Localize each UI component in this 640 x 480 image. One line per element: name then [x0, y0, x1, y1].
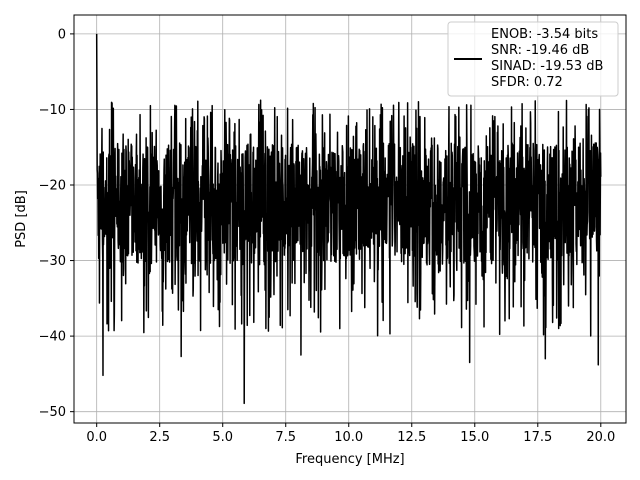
legend: ENOB: -3.54 bits SNR: -19.46 dB SINAD: -19… — [447, 21, 619, 97]
x-tick-label: 5.0 — [212, 430, 233, 445]
y-tick-label: −30 — [39, 254, 66, 269]
legend-box — [447, 21, 619, 97]
legend-line: SINAD: -19.53 dB — [491, 59, 603, 74]
legend-line: SFDR: 0.72 — [491, 75, 563, 90]
psd-series-line — [95, 33, 602, 405]
x-tick-label: 20.0 — [586, 430, 615, 445]
x-axis: 0.0 2.5 5.0 7.5 10.0 12.5 15.0 17.5 20.0 — [86, 423, 615, 445]
x-tick-label: 2.5 — [149, 430, 170, 445]
y-tick-label: −40 — [39, 330, 66, 345]
x-tick-label: 17.5 — [523, 430, 552, 445]
series-layer — [95, 33, 602, 405]
x-tick-label: 12.5 — [397, 430, 426, 445]
x-tick-label: 0.0 — [86, 430, 107, 445]
x-tick-label: 15.0 — [460, 430, 489, 445]
y-axis: 0 −10 −20 −30 −40 −50 — [39, 27, 74, 420]
x-axis-label: Frequency [MHz] — [295, 452, 404, 467]
y-tick-label: −50 — [39, 405, 66, 420]
legend-line: SNR: -19.46 dB — [491, 43, 589, 58]
y-tick-label: −20 — [39, 179, 66, 194]
y-tick-label: −10 — [39, 103, 66, 118]
plot-frame — [73, 14, 627, 424]
y-axis-label: PSD [dB] — [14, 190, 29, 248]
y-tick-label: 0 — [58, 27, 66, 42]
legend-line: ENOB: -3.54 bits — [491, 27, 598, 42]
legend-entry: ENOB: -3.54 bits SNR: -19.46 dB SINAD: -19… — [491, 27, 603, 90]
x-tick-label: 10.0 — [334, 430, 363, 445]
x-tick-label: 7.5 — [275, 430, 296, 445]
